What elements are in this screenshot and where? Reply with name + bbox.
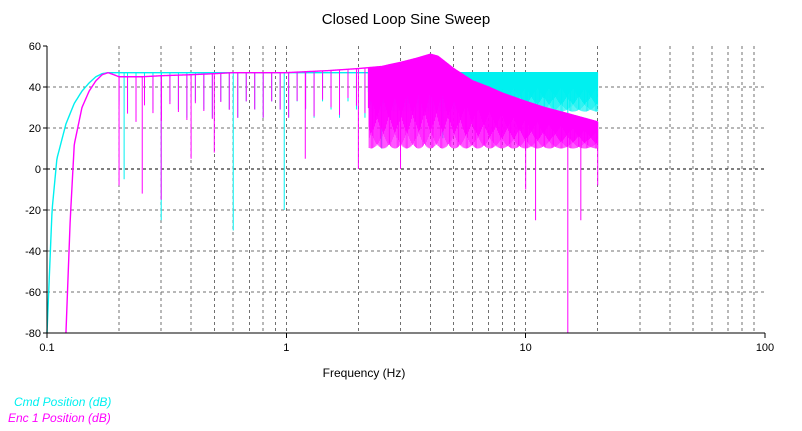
series-layer	[46, 53, 599, 334]
x-axis-title: Frequency (Hz)	[323, 366, 406, 380]
y-tick-label: 0	[35, 164, 41, 176]
axis-layer: 60 40 20 0 -20 -40 -60 -80 0.1 1 10 100	[25, 41, 774, 354]
series-oscillation	[367, 54, 599, 149]
y-tick-label: -20	[25, 205, 41, 217]
x-tick-label: 100	[756, 342, 774, 354]
y-tick-label: -80	[25, 328, 41, 340]
y-tick-label: 60	[29, 41, 41, 53]
y-tick-label: -60	[25, 287, 41, 299]
chart-title: Closed Loop Sine Sweep	[322, 11, 490, 28]
legend-entry-2: Enc 1 Position (dB)	[8, 411, 111, 425]
legend: Cmd Position (dB) Enc 1 Position (dB)	[8, 395, 111, 425]
y-tick-label: 20	[29, 123, 41, 135]
x-tick-label: 1	[283, 342, 289, 354]
x-tick-label: 0.1	[39, 342, 54, 354]
series-2	[65, 53, 599, 334]
x-tick-label: 10	[520, 342, 532, 354]
y-tick-label: 40	[29, 82, 41, 94]
legend-entry-1: Cmd Position (dB)	[14, 395, 111, 409]
y-tick-label: -40	[25, 246, 41, 258]
